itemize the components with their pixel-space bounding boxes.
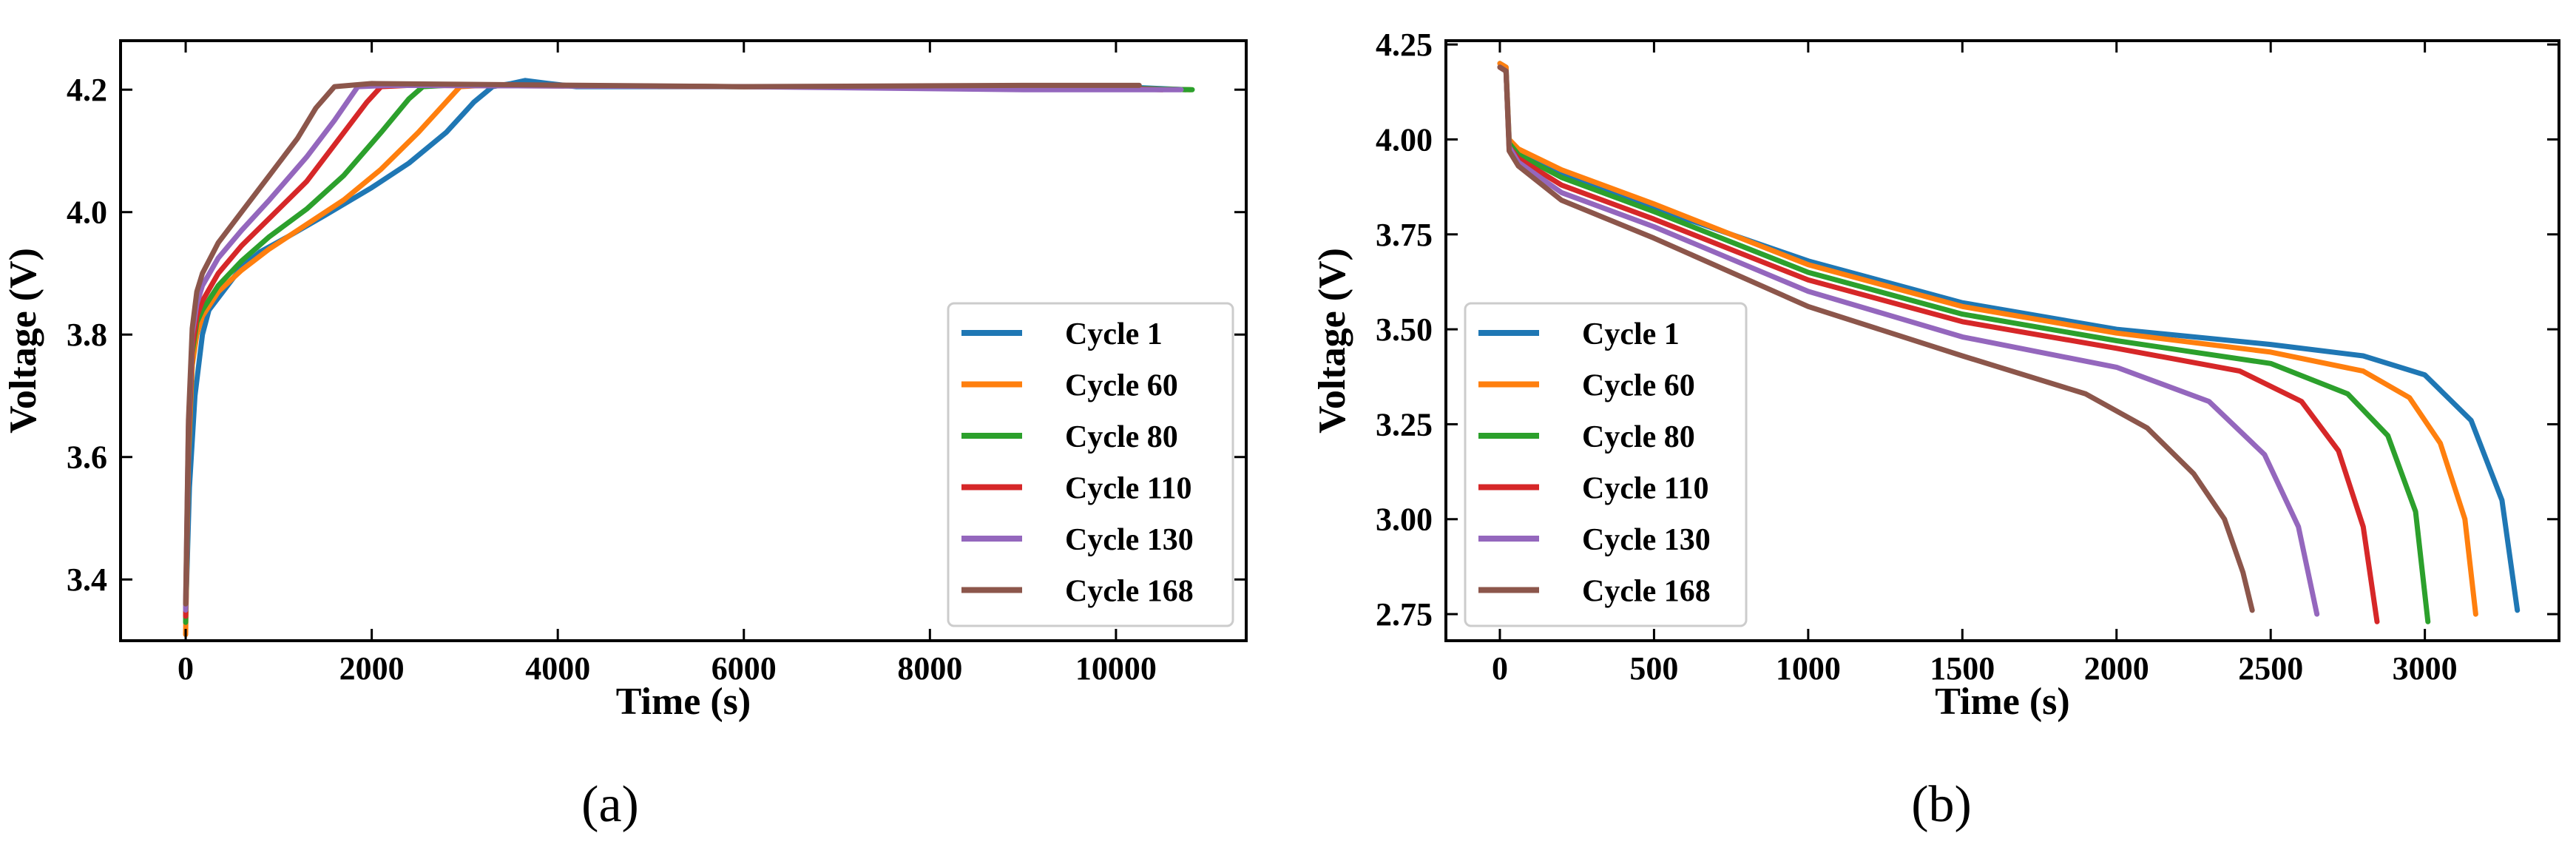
x-axis-label: Time (s) xyxy=(616,681,751,723)
plot-frame xyxy=(119,39,1248,642)
series-group xyxy=(1497,61,2521,624)
y-tick-label: 4.2 xyxy=(67,72,107,108)
y-tick-label: 2.75 xyxy=(1376,596,1433,633)
y-tick-label: 3.50 xyxy=(1376,311,1433,348)
series-line-cycle-60 xyxy=(1497,61,2478,617)
legend-label: Cycle 1 xyxy=(1065,317,1163,351)
x-tick-label: 3000 xyxy=(2393,650,2458,687)
y-tick-label: 3.6 xyxy=(67,439,107,476)
x-tick-label: 4000 xyxy=(525,650,590,687)
legend-label: Cycle 80 xyxy=(1582,420,1695,454)
y-tick-label: 3.25 xyxy=(1376,406,1433,442)
legend-label: Cycle 168 xyxy=(1582,575,1711,609)
y-tick-label: 4.00 xyxy=(1376,121,1433,158)
x-axis-label: Time (s) xyxy=(1935,681,2069,723)
y-axis-label: Voltage (V) xyxy=(1311,248,1353,434)
series-line-cycle-168 xyxy=(183,81,1142,607)
x-tick-label: 6000 xyxy=(711,650,777,687)
x-tick-label: 0 xyxy=(178,650,194,687)
x-tick-label: 1500 xyxy=(1930,650,1995,687)
y-tick-label: 3.4 xyxy=(67,562,107,598)
y-tick-label: 3.00 xyxy=(1376,502,1433,538)
legend: Cycle 1 Cycle 60 Cycle 80 Cycle 110 Cycle 13… xyxy=(947,302,1234,627)
plot-frame xyxy=(1444,39,2560,642)
x-tick-label: 2000 xyxy=(339,650,405,687)
y-tick-label: 3.8 xyxy=(67,317,107,353)
y-tick-label: 3.75 xyxy=(1376,217,1433,253)
legend: Cycle 1 Cycle 60 Cycle 80 Cycle 110 Cycle 13… xyxy=(1464,302,1748,627)
legend-label: Cycle 80 xyxy=(1065,420,1178,454)
legend-label: Cycle 1 xyxy=(1582,317,1680,351)
y-axis-label: Voltage (V) xyxy=(2,248,44,434)
x-tick-label: 10000 xyxy=(1075,650,1157,687)
x-tick-label: 0 xyxy=(1492,650,1508,687)
y-tick-label: 4.25 xyxy=(1376,27,1433,63)
legend-label: Cycle 130 xyxy=(1582,523,1711,557)
x-tick-label: 1000 xyxy=(1776,650,1841,687)
legend-label: Cycle 60 xyxy=(1582,369,1695,403)
x-tick-label: 8000 xyxy=(897,650,962,687)
x-tick-label: 2000 xyxy=(2084,650,2149,687)
series-group xyxy=(183,78,1195,638)
legend-label: Cycle 168 xyxy=(1065,575,1194,609)
x-tick-label: 500 xyxy=(1629,650,1678,687)
legend-label: Cycle 130 xyxy=(1065,523,1194,557)
chart-a: 0 2000 4000 6000 8000 10000 3.4 3.6 3.8 4.0 4.2 Tim… xyxy=(2,39,1248,833)
legend-label: Cycle 110 xyxy=(1065,472,1191,506)
legend-label: Cycle 110 xyxy=(1582,472,1708,506)
x-tick-label: 2500 xyxy=(2238,650,2303,687)
chart-b: 0 500 1000 1500 2000 2500 3000 2.75 3.00 3.25 3.50… xyxy=(1311,27,2560,833)
legend-label: Cycle 60 xyxy=(1065,369,1178,403)
y-tick-label: 4.0 xyxy=(67,195,107,231)
subfigure-caption: (a) xyxy=(581,776,639,833)
subfigure-caption: (b) xyxy=(1911,776,1972,833)
series-line-cycle-168 xyxy=(1497,64,2255,613)
